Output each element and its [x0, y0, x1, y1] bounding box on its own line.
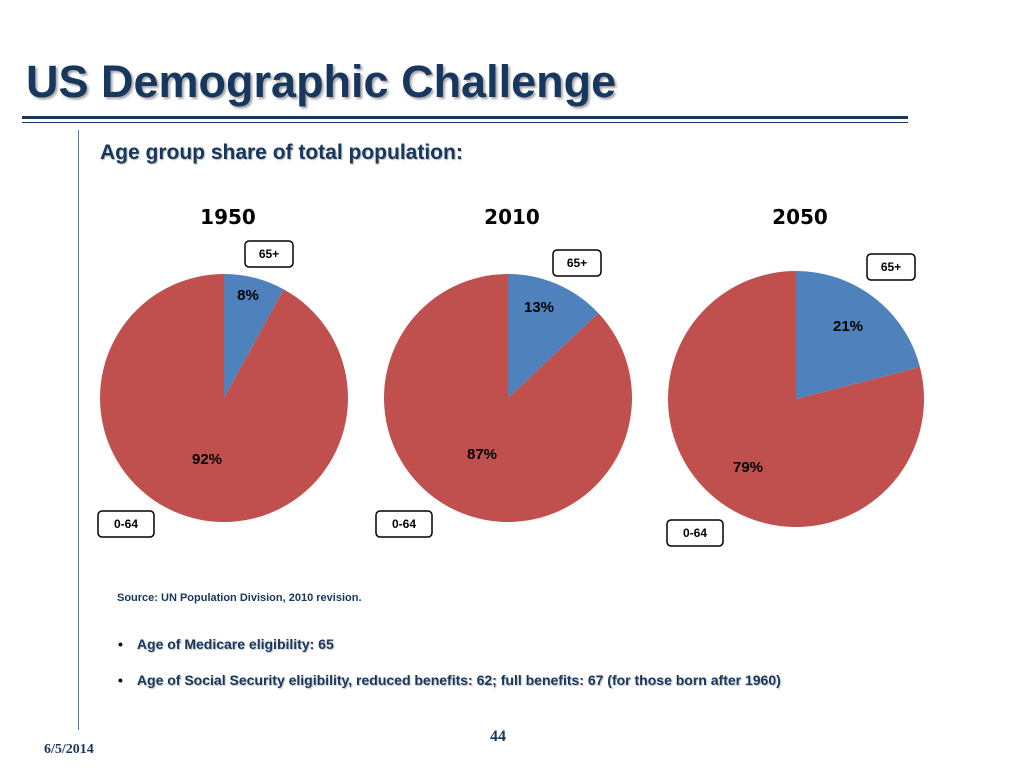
pie-title: 2010 [484, 205, 540, 229]
category-label: 65+ [881, 260, 901, 274]
bullet-icon: • [118, 672, 123, 688]
category-label-box: 0-64 [666, 519, 724, 547]
category-label: 65+ [567, 256, 587, 270]
data-label: 87% [467, 446, 497, 463]
pie-slice-65-plus [508, 274, 599, 398]
data-label: 21% [833, 318, 863, 335]
pie-slice-0-64 [668, 271, 925, 527]
slide-title: US Demographic Challenge [26, 56, 617, 107]
category-label-box: 65+ [866, 253, 916, 281]
category-label: 0-64 [392, 517, 416, 531]
category-box-border [666, 519, 724, 547]
page-number: 44 [490, 728, 506, 745]
category-label-box: 0-64 [97, 510, 155, 538]
pie-slice-65-plus [796, 271, 920, 399]
category-box-border [375, 510, 433, 538]
category-label-box: 65+ [244, 240, 294, 268]
slide-date: 6/5/2014 [44, 742, 94, 757]
pie-title: 1950 [200, 205, 256, 229]
title-underline [22, 116, 908, 119]
pie-slice-0-64 [383, 274, 632, 522]
pie-title: 2050 [772, 205, 828, 229]
category-box-border [866, 253, 916, 281]
data-label: 8% [237, 287, 259, 304]
category-label-box: 65+ [552, 249, 602, 277]
category-box-border [552, 249, 602, 277]
bullet-text: Age of Social Security eligibility, redu… [136, 672, 781, 688]
pie-slice-65-plus [224, 274, 284, 398]
bullet-text: Age of Medicare eligibility: 65 [136, 636, 334, 652]
data-label: 79% [733, 459, 763, 476]
data-label: 92% [192, 451, 222, 468]
bullet-item: • Age of Social Security eligibility, red… [118, 672, 781, 688]
chart-subtitle: Age group share of total population: [100, 141, 463, 164]
category-label: 0-64 [683, 526, 707, 540]
left-divider-line [78, 130, 79, 730]
category-label-box: 0-64 [375, 510, 433, 538]
source-note: Source: UN Population Division, 2010 rev… [117, 592, 362, 604]
category-box-border [244, 240, 294, 268]
category-box-border [97, 510, 155, 538]
title-underline-thin [22, 122, 908, 123]
data-label: 13% [524, 299, 554, 316]
pie-slice-0-64 [99, 274, 348, 522]
bullet-list: • Age of Medicare eligibility: 65 • Age of… [118, 636, 781, 708]
bullet-item: • Age of Medicare eligibility: 65 [118, 636, 781, 652]
category-label: 0-64 [114, 517, 138, 531]
category-label: 65+ [259, 247, 279, 261]
bullet-icon: • [118, 636, 123, 652]
